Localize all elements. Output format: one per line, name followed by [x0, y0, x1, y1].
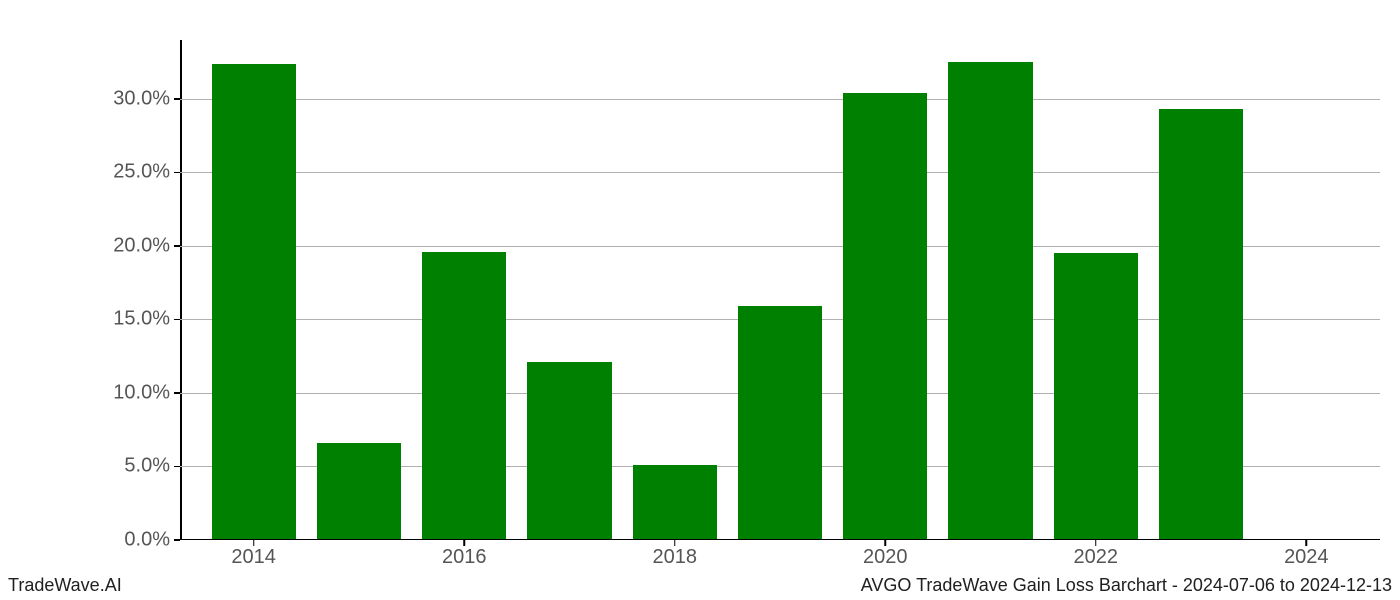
ytick-mark — [174, 392, 180, 394]
ytick-mark — [174, 245, 180, 247]
bar-2020 — [843, 93, 927, 539]
ytick-label: 0.0% — [124, 529, 170, 552]
xtick-label: 2014 — [231, 540, 276, 569]
ytick-mark — [174, 539, 180, 541]
bar-2021 — [948, 62, 1032, 538]
chart-frame: 201420162018202020222024 TradeWave.AI AV… — [0, 0, 1400, 600]
bar-2017 — [527, 362, 611, 538]
xtick-label: 2016 — [442, 540, 487, 569]
bar-2022 — [1054, 253, 1138, 538]
x-axis-spine — [180, 539, 1380, 541]
gridline — [180, 99, 1380, 100]
bar-2014 — [212, 64, 296, 539]
ytick-mark — [174, 466, 180, 468]
xtick-label: 2022 — [1074, 540, 1119, 569]
bar-2016 — [422, 252, 506, 539]
xtick-label: 2020 — [863, 540, 908, 569]
y-axis-spine — [180, 40, 182, 540]
xtick-label: 2018 — [652, 540, 697, 569]
footer-brand: TradeWave.AI — [8, 575, 122, 596]
bar-chart-plot-area: 201420162018202020222024 — [180, 40, 1380, 540]
ytick-mark — [174, 319, 180, 321]
xtick-label: 2024 — [1284, 540, 1329, 569]
ytick-label: 10.0% — [113, 381, 170, 404]
ytick-label: 25.0% — [113, 161, 170, 184]
ytick-label: 15.0% — [113, 308, 170, 331]
bar-2019 — [738, 306, 822, 538]
bar-2023 — [1159, 109, 1243, 538]
ytick-mark — [174, 98, 180, 100]
bar-2015 — [317, 443, 401, 539]
footer-caption: AVGO TradeWave Gain Loss Barchart - 2024… — [861, 575, 1392, 596]
ytick-mark — [174, 172, 180, 174]
ytick-label: 20.0% — [113, 234, 170, 257]
bar-2018 — [633, 465, 717, 539]
ytick-label: 5.0% — [124, 455, 170, 478]
ytick-label: 30.0% — [113, 87, 170, 110]
